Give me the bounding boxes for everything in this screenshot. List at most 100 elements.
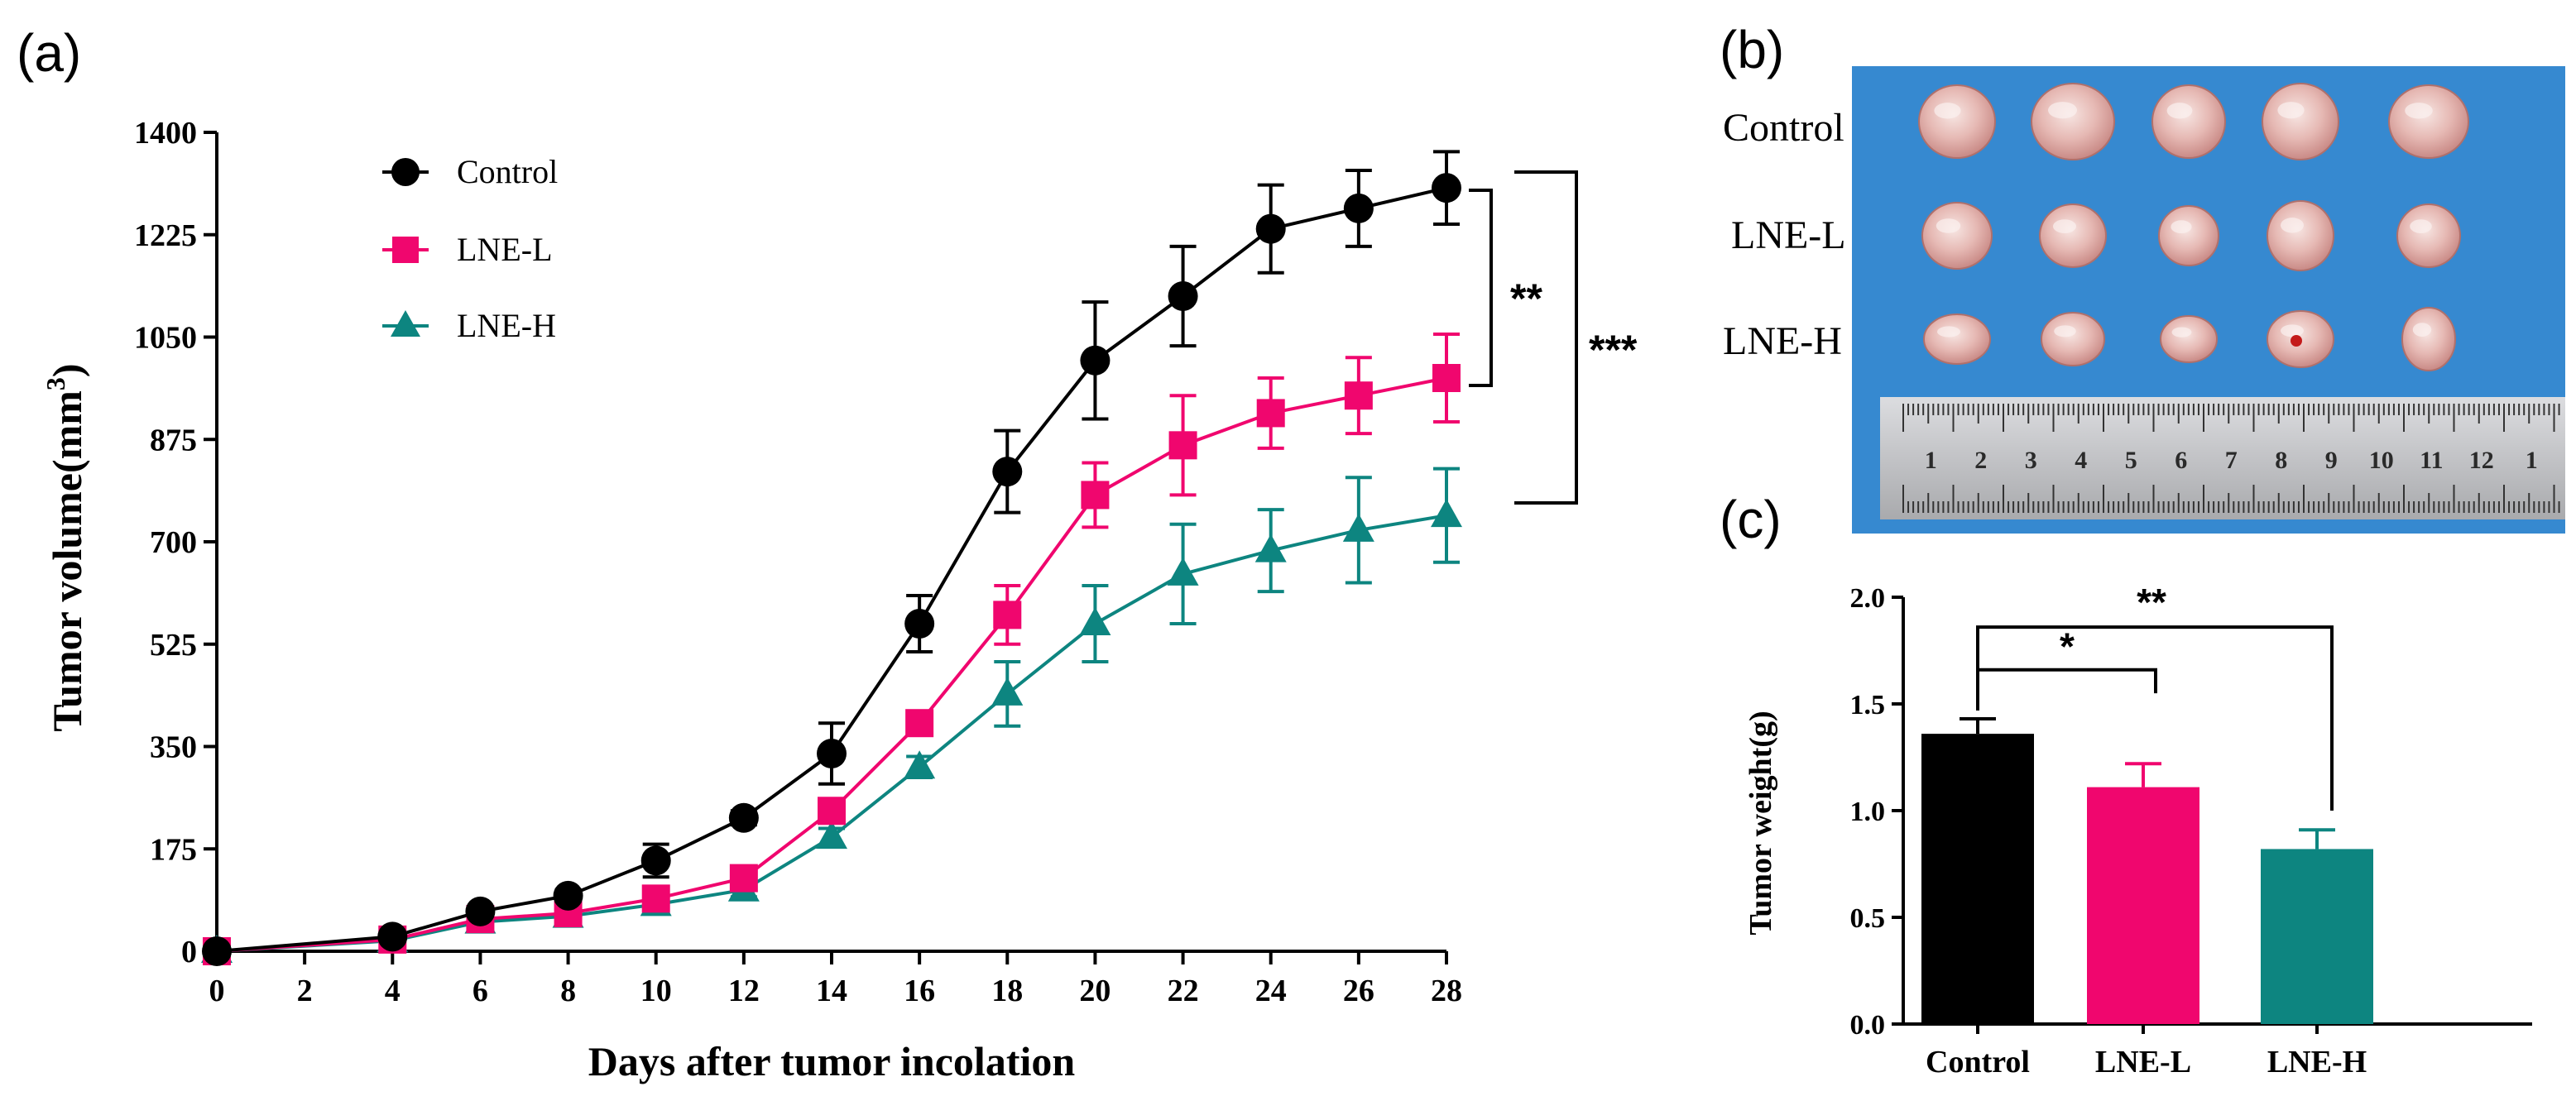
x-tick-label: 0	[209, 974, 225, 1008]
ruler-number: 10	[2369, 447, 2394, 474]
data-point-lne-h	[1167, 557, 1199, 586]
tumor-photo: Control LNE-L LNE-H 1 2 3 4 5 6 7 8 9 10 11 12 1	[1723, 66, 2565, 534]
significance-label: ***	[1589, 327, 1638, 373]
x-tick-label: 14	[816, 974, 847, 1008]
data-point-control	[992, 457, 1023, 487]
tumor-sample	[2158, 205, 2219, 266]
x-tick-label: 26	[1343, 974, 1374, 1008]
tumor-sample	[2267, 200, 2334, 271]
ruler-number: 6	[2175, 447, 2187, 474]
x-tick-label: 16	[904, 974, 935, 1008]
line-chart-series	[201, 150, 1462, 966]
ruler-number: 2	[1974, 447, 1987, 474]
legend-label-control: Control	[457, 153, 558, 190]
bar-category-label: Control	[1926, 1045, 2030, 1079]
data-point-control	[904, 609, 935, 639]
data-point-lne-l	[993, 601, 1022, 629]
data-point-lne-h	[991, 677, 1024, 706]
data-point-lne-h	[1431, 499, 1462, 528]
data-point-control	[202, 936, 232, 966]
bar-lne-l	[2087, 787, 2199, 1024]
photo-row-label-lne-h: LNE-H	[1723, 319, 1842, 363]
legend-marker-control	[391, 158, 420, 186]
tumor-sample	[1921, 202, 1993, 270]
tumor-highlight	[2171, 327, 2192, 337]
data-point-lne-l	[905, 709, 934, 738]
y-tick-label: 0	[181, 935, 197, 969]
line-chart-legend: Control LNE-L LNE-H	[382, 153, 558, 344]
data-point-lne-l	[818, 797, 846, 826]
tumor-highlight	[2412, 323, 2432, 337]
bar-lne-h	[2261, 849, 2373, 1024]
x-tick-label: 10	[640, 974, 672, 1008]
bar-control	[1921, 734, 2034, 1024]
x-tick-label: 2	[297, 974, 313, 1008]
tumor-sample	[2041, 312, 2105, 366]
bar-category-label: LNE-L	[2095, 1045, 2191, 1079]
bar-chart-significance: ***	[1976, 581, 2334, 811]
data-point-lne-h	[1342, 513, 1374, 542]
data-point-control	[1255, 213, 1286, 244]
bar-bracket-control-lne-h	[1976, 625, 2334, 811]
tumor-highlight	[2277, 102, 2305, 119]
y-tick-label: 1400	[134, 116, 197, 151]
legend-marker-lne-h	[391, 310, 420, 337]
bar-chart-axes: 0.0 0.5 1.0 1.5 2.0	[1850, 583, 2532, 1041]
x-tick-label: 12	[728, 974, 760, 1008]
bar-y-tick-label: 2.0	[1850, 583, 1886, 614]
ruler-numbers: 1 2 3 4 5 6 7 8 9 10 11 12 1	[1925, 447, 2538, 474]
tumor-highlight	[2281, 218, 2304, 233]
bracket-control-lne-l	[1469, 189, 1493, 387]
bracket-control-lne-h	[1514, 170, 1578, 505]
tumor-sample	[1923, 313, 1991, 365]
tumor-highlight	[1937, 326, 1960, 337]
ruler-number: 1	[2526, 447, 2538, 474]
data-point-control	[817, 738, 847, 768]
tumor-sample	[1918, 84, 1996, 159]
legend-label-lne-h: LNE-H	[457, 307, 556, 344]
tumor-sample	[2031, 83, 2115, 160]
line-chart-significance: *****	[1469, 170, 1638, 505]
panel-label-a: (a)	[17, 23, 81, 83]
data-point-lne-l	[641, 884, 670, 913]
bar-y-tick-label: 1.0	[1850, 797, 1886, 827]
x-tick-label: 18	[991, 974, 1023, 1008]
ruler-number: 9	[2325, 447, 2338, 474]
legend-marker-lne-l	[392, 237, 419, 263]
tumor-sample	[2039, 203, 2107, 268]
tumor-sample	[2160, 315, 2218, 363]
data-point-lne-l	[1081, 481, 1110, 510]
y-tick-label: 175	[150, 832, 197, 867]
ruler-ticks	[1902, 404, 2560, 513]
data-point-lne-l	[1256, 399, 1285, 428]
data-point-control	[553, 880, 583, 911]
data-point-control	[728, 802, 759, 833]
tumor-sample	[2396, 203, 2461, 268]
x-tick-label: 8	[560, 974, 576, 1008]
bar-y-tick-label: 0.5	[1850, 903, 1886, 934]
data-point-lne-h	[904, 750, 936, 779]
line-chart-x-axis-title: Days after tumor incolation	[588, 1038, 1076, 1084]
bar-y-tick-label: 0.0	[1850, 1010, 1886, 1041]
ruler-number: 8	[2275, 447, 2287, 474]
y-tick-label: 700	[150, 525, 197, 560]
tumor-highlight	[2053, 219, 2076, 233]
tumor-weight-bar-chart: 0.00.51.01.52.0 Control LNE-L LNE-H *** Tu…	[1744, 581, 2532, 1079]
bar-category-label: LNE-H	[2267, 1045, 2367, 1079]
line-chart-y-axis-title: Tumor volume(mm3)	[41, 363, 90, 731]
tumor-highlight	[2054, 325, 2076, 337]
bar-significance-label: **	[2137, 581, 2166, 624]
data-point-control	[1080, 345, 1111, 376]
data-point-control	[1432, 173, 1461, 203]
ruler-body	[1880, 397, 2565, 519]
ruler-number: 5	[2125, 447, 2137, 474]
series-line-lne-l	[216, 376, 1447, 953]
x-tick-label: 24	[1255, 974, 1287, 1008]
tumor-highlight	[2048, 102, 2077, 119]
ruler-number: 3	[2025, 447, 2037, 474]
data-point-lne-h	[816, 821, 847, 850]
ruler-number: 4	[2075, 447, 2087, 474]
bar-significance-label: *	[2060, 625, 2075, 668]
